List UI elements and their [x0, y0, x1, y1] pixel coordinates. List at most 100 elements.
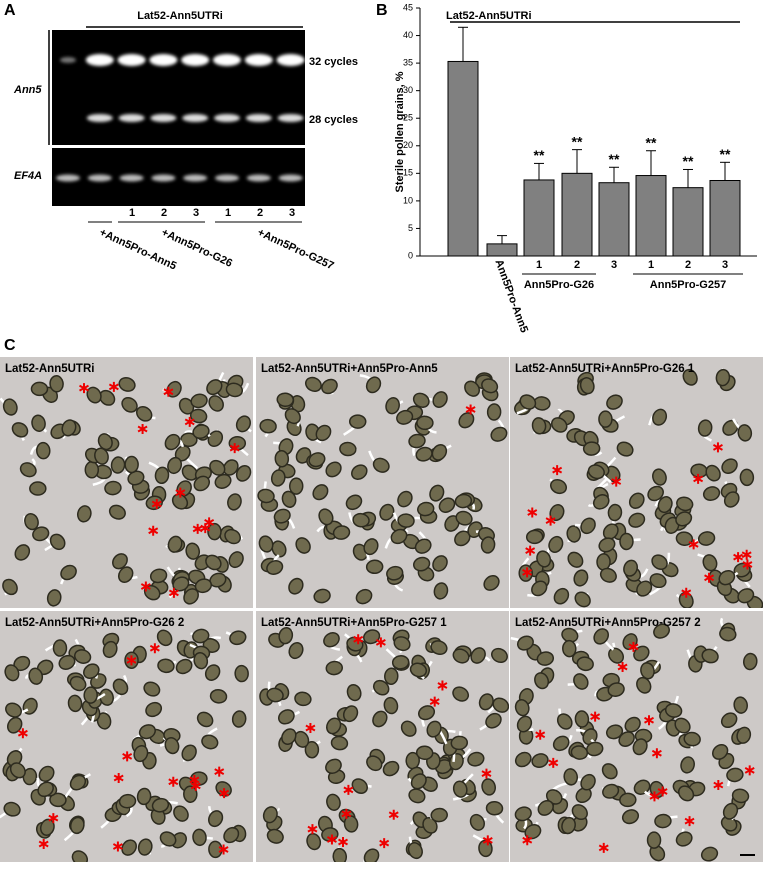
pollen	[339, 441, 357, 457]
pollen	[618, 731, 635, 747]
pollen	[483, 575, 500, 591]
asterisk	[688, 539, 699, 550]
pollen	[196, 711, 214, 728]
pollen	[29, 481, 47, 496]
asterisk	[741, 549, 752, 560]
pollen	[536, 651, 555, 666]
y-tick-label: 10	[403, 195, 413, 205]
pollen	[647, 485, 664, 502]
band	[182, 114, 209, 122]
asterisk	[437, 680, 448, 691]
pollen	[193, 475, 211, 492]
significance: **	[534, 147, 545, 163]
pollen	[720, 712, 738, 729]
pollen	[355, 588, 373, 605]
pollen	[536, 550, 552, 568]
pollen	[6, 716, 23, 734]
pollen	[464, 380, 481, 397]
pollen	[390, 528, 408, 545]
pollen	[396, 409, 414, 425]
pollen	[397, 513, 415, 528]
pollen	[273, 508, 291, 524]
asterisk	[218, 844, 229, 855]
asterisk	[17, 728, 28, 739]
asterisk	[742, 559, 753, 570]
asterisk	[545, 515, 556, 526]
pollen	[366, 755, 383, 772]
pollen	[151, 797, 170, 813]
asterisk	[535, 729, 546, 740]
pollen	[619, 532, 634, 551]
pollen	[636, 580, 653, 597]
micrograph-title: Lat52-Ann5UTRi+Ann5Pro-Ann5	[261, 363, 438, 375]
y-tick-label: 45	[403, 2, 413, 12]
asterisk	[681, 587, 692, 598]
panel-label: A	[4, 2, 16, 19]
pollen	[726, 767, 744, 783]
asterisk	[482, 835, 493, 846]
pollen	[294, 730, 310, 748]
y-tick-label: 15	[403, 168, 413, 178]
pollen	[61, 419, 77, 437]
bar	[486, 243, 518, 257]
pollen	[432, 391, 448, 408]
pollen	[678, 591, 694, 608]
micrograph: Lat52-Ann5UTRi+Ann5Pro-G26 1	[510, 357, 763, 608]
bar	[561, 172, 593, 257]
pollen	[697, 419, 713, 437]
asterisk	[326, 834, 337, 845]
pollen	[231, 710, 247, 728]
pollen	[596, 553, 611, 571]
bar	[672, 187, 704, 257]
pollen	[372, 679, 390, 696]
asterisk	[79, 383, 89, 394]
x-tick-label: 3	[722, 259, 728, 271]
asterisk	[684, 816, 695, 827]
significance: **	[720, 146, 731, 162]
asterisk	[168, 776, 179, 787]
pollen	[351, 464, 368, 480]
pollen	[418, 705, 436, 721]
pollen	[259, 418, 277, 434]
pollen	[276, 392, 294, 408]
y-axis-label: Sterile pollen grains, %	[394, 71, 406, 192]
asterisk	[712, 442, 723, 453]
pollen	[112, 678, 129, 696]
pollen	[2, 398, 18, 416]
pollen	[563, 768, 579, 786]
pollen	[412, 392, 430, 408]
pollen	[323, 632, 340, 648]
pollen	[363, 848, 380, 862]
y-tick-label: 20	[403, 140, 413, 150]
pollen	[410, 773, 427, 790]
asterisk	[429, 696, 440, 707]
panel-label: C	[4, 337, 16, 354]
asterisk	[590, 711, 601, 722]
pollen	[576, 656, 594, 672]
asterisk	[189, 774, 200, 785]
pollen	[514, 806, 532, 822]
pollen	[414, 538, 432, 554]
cells	[259, 626, 509, 862]
pollen	[145, 701, 163, 718]
pollen	[657, 496, 673, 514]
pollen	[9, 762, 26, 779]
asterisk	[305, 722, 316, 733]
pollen	[58, 654, 76, 670]
asterisk	[379, 838, 390, 849]
asterisk	[148, 525, 159, 536]
x-tick-label: Ann5Pro-Ann5	[492, 258, 530, 334]
pollen	[486, 403, 502, 421]
pollen	[677, 785, 695, 802]
pollen	[332, 525, 351, 540]
pollen	[467, 751, 485, 767]
pollen	[556, 713, 573, 730]
pollen	[721, 458, 738, 474]
asterisk	[341, 808, 352, 819]
asterisk	[151, 499, 162, 510]
pollen	[164, 736, 180, 755]
band	[276, 54, 305, 66]
band	[119, 174, 144, 182]
pollen	[697, 531, 716, 546]
pollen	[571, 804, 588, 821]
